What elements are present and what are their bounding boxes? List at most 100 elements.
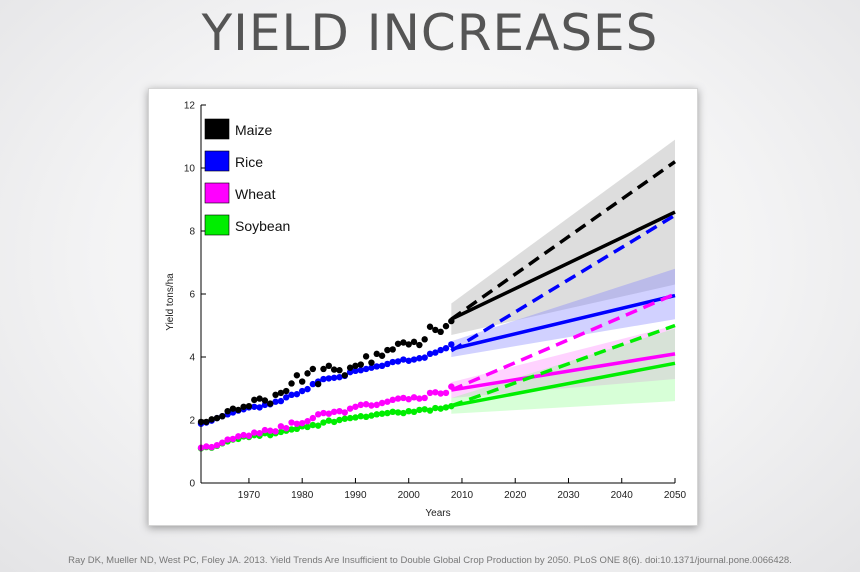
point-maize (224, 407, 231, 415)
point-wheat (224, 436, 231, 443)
point-rice (304, 385, 311, 393)
point-wheat (283, 424, 290, 432)
point-wheat (272, 428, 279, 435)
point-maize (384, 346, 391, 354)
point-wheat (277, 423, 285, 430)
point-maize (240, 403, 247, 410)
point-wheat (203, 443, 210, 450)
point-maize (251, 396, 258, 404)
point-soybean (448, 402, 455, 410)
x-tick-label: 2000 (398, 490, 421, 501)
point-wheat (325, 410, 333, 417)
point-maize (288, 380, 295, 387)
point-soybean (288, 426, 295, 433)
legend-item-rice: Rice (204, 150, 263, 172)
point-maize (304, 370, 311, 377)
point-maize (283, 387, 290, 395)
point-soybean (421, 406, 428, 413)
slide-title: YIELD INCREASES (201, 4, 659, 62)
point-wheat (229, 435, 237, 443)
point-soybean (293, 425, 301, 433)
point-soybean (373, 411, 380, 418)
legend-label: Wheat (235, 186, 276, 202)
point-rice (320, 375, 327, 383)
point-wheat (267, 427, 274, 434)
point-wheat (314, 411, 322, 418)
point-soybean (357, 413, 364, 420)
x-tick-label: 1970 (238, 490, 261, 501)
point-rice (410, 356, 418, 363)
point-wheat (442, 389, 450, 397)
point-rice (373, 363, 380, 370)
point-maize (277, 389, 285, 397)
point-maize (426, 323, 434, 330)
point-rice (400, 356, 407, 363)
point-maize (416, 341, 423, 349)
point-maize (298, 378, 306, 385)
point-maize (352, 362, 359, 370)
point-maize (245, 402, 253, 410)
point-maize (309, 365, 317, 373)
point-soybean (346, 414, 354, 422)
point-soybean (362, 413, 370, 421)
point-maize (410, 338, 418, 346)
citation-caption: Ray DK, Mueller ND, West PC, Foley JA. 2… (68, 555, 792, 566)
required-line-wheat (450, 292, 676, 392)
point-wheat (304, 418, 311, 425)
point-soybean (416, 406, 423, 414)
point-soybean (389, 408, 396, 416)
point-maize (362, 353, 370, 360)
point-maize (442, 322, 450, 330)
point-maize (432, 326, 439, 334)
point-maize (330, 366, 338, 373)
point-rice (346, 368, 354, 376)
y-tick-label: 10 (184, 164, 196, 175)
point-maize (267, 400, 274, 407)
point-rice (437, 346, 444, 354)
point-maize (213, 414, 221, 422)
point-maize (357, 361, 364, 368)
point-maize (405, 341, 412, 348)
legend-swatch (204, 118, 230, 140)
point-wheat (373, 401, 380, 409)
projected-line-rice (450, 293, 676, 351)
point-wheat (389, 396, 396, 404)
point-rice (309, 380, 317, 388)
point-rice (277, 397, 285, 405)
legend-label: Soybean (235, 218, 290, 234)
point-maize (378, 352, 386, 359)
legend-item-soybean: Soybean (204, 214, 290, 236)
point-maize (448, 317, 455, 325)
point-wheat (251, 429, 258, 436)
point-soybean (336, 416, 343, 424)
point-maize (400, 339, 407, 346)
point-soybean (378, 410, 386, 417)
x-tick-label: 2010 (451, 490, 474, 501)
y-tick-label: 6 (189, 290, 195, 301)
point-soybean (352, 414, 359, 421)
x-axis-title: Years (425, 508, 450, 519)
legend-label: Rice (235, 154, 263, 170)
projected-line-soybean (450, 361, 676, 408)
point-maize (346, 364, 354, 371)
point-rice (293, 390, 301, 398)
point-wheat (448, 383, 455, 390)
point-wheat (256, 430, 263, 437)
point-rice (426, 350, 434, 358)
y-axis-title: Yield tons/ha (165, 273, 176, 331)
point-soybean (341, 415, 348, 422)
point-maize (341, 372, 348, 379)
point-wheat (394, 395, 402, 402)
point-wheat (346, 405, 354, 412)
axes: 0 2 4 6 8 10 12 1970 1980 1990 2000 2010 2020 2030 204… (184, 101, 687, 502)
point-soybean (394, 409, 402, 416)
point-wheat (410, 394, 418, 401)
point-rice (368, 364, 375, 371)
legend-item-wheat: Wheat (204, 182, 276, 204)
point-rice (272, 398, 279, 405)
point-rice (362, 365, 370, 373)
point-maize (325, 362, 333, 370)
point-maize (314, 380, 322, 388)
legend-swatch (204, 214, 230, 236)
band-maize (451, 139, 675, 335)
